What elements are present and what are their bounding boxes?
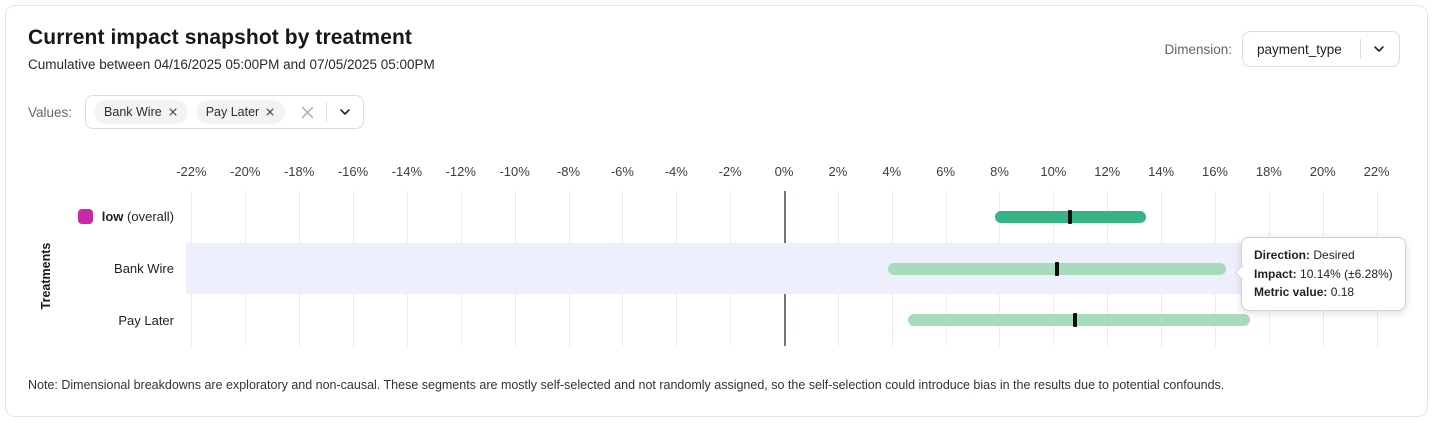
x-axis-tick-label: 16%	[1201, 164, 1228, 179]
x-axis-tick-label: -20%	[230, 164, 261, 179]
treatment-row-label: low (overall)	[6, 191, 174, 243]
x-axis-tick-label: 10%	[1040, 164, 1067, 179]
x-axis-tick-label: 20%	[1309, 164, 1336, 179]
x-axis-tick-label: 8%	[990, 164, 1009, 179]
x-axis-tick-label: -22%	[176, 164, 207, 179]
chip-remove-icon[interactable]	[168, 107, 178, 117]
x-axis-tick-label: 12%	[1094, 164, 1121, 179]
treatment-row	[186, 242, 1382, 295]
x-axis-tick-label: 22%	[1363, 164, 1390, 179]
value-chip-label: Pay Later	[205, 105, 260, 119]
values-control: Values: Bank Wire Pay Later	[28, 95, 365, 129]
x-axis-tick-label: 6%	[936, 164, 956, 179]
value-chip[interactable]: Bank Wire	[94, 100, 188, 124]
tooltip-impact: Impact: 10.14% (±6.28%)	[1254, 266, 1393, 281]
impact-point-marker	[1067, 209, 1072, 224]
confidence-interval-bar[interactable]	[907, 314, 1250, 327]
treatment-row	[186, 294, 1382, 346]
tooltip-direction: Direction: Desired	[1254, 248, 1355, 262]
dimension-label: Dimension:	[1164, 41, 1232, 57]
x-axis-tick-label: 18%	[1255, 164, 1282, 179]
legend-swatch	[77, 209, 93, 225]
impact-point-marker	[1055, 261, 1060, 276]
chevron-down-icon[interactable]	[1371, 41, 1387, 57]
disclaimer-note: Note: Dimensional breakdowns are explora…	[28, 378, 1225, 392]
treatment-row-labels: low (overall) Bank Wire Pay Later	[6, 191, 174, 346]
treatment-row	[186, 191, 1382, 243]
x-axis-tick-label: -18%	[283, 164, 315, 179]
treatment-name: low (overall)	[101, 209, 174, 225]
x-axis-tick-label: -2%	[718, 164, 742, 179]
x-axis-tick-label: -12%	[445, 164, 476, 179]
value-chip[interactable]: Pay Later	[195, 100, 286, 124]
treatment-row-label: Bank Wire	[6, 243, 174, 295]
values-label: Values:	[28, 104, 73, 120]
x-axis-tick-label: -6%	[610, 164, 634, 179]
date-range-subtitle: Cumulative between 04/16/2025 05:00PM an…	[28, 57, 435, 72]
divider	[326, 102, 328, 122]
chevron-down-icon[interactable]	[337, 104, 353, 120]
x-axis: -22% -20% -18% -16% -14% -12% -10% -8% -6% -4% -2%…	[176, 159, 1389, 185]
clear-all-icon[interactable]	[299, 104, 316, 121]
divider	[1360, 39, 1361, 59]
dimension-control: Dimension: payment_type	[1164, 31, 1400, 67]
x-axis-tick-label: -14%	[391, 164, 423, 179]
bar-tooltip: Direction: Desired Impact: 10.14% (±6.28…	[1241, 237, 1406, 311]
selected-value-chips: Bank Wire Pay Later	[94, 100, 286, 124]
x-axis-tick-label: 2%	[828, 164, 848, 179]
chip-remove-icon[interactable]	[265, 107, 275, 117]
x-axis-tick-label: -8%	[556, 164, 581, 179]
x-axis-tick-label: -10%	[499, 164, 530, 179]
x-axis-tick-label: -4%	[664, 164, 688, 179]
value-chip-label: Bank Wire	[104, 105, 162, 119]
page-title: Current impact snapshot by treatment	[28, 26, 412, 49]
impact-snapshot-card: Current impact snapshot by treatment Cum…	[5, 5, 1428, 417]
tooltip-metric-value: Metric value: 0.18	[1254, 285, 1355, 300]
impact-range-chart: Treatments -22% -20% -18% -16% -14% -12% -10% -…	[6, 159, 1427, 355]
treatment-name: Pay Later	[118, 312, 174, 328]
x-axis-tick-label: 4%	[882, 164, 902, 179]
treatment-row-label: Pay Later	[6, 294, 174, 346]
dimension-select[interactable]: payment_type	[1242, 31, 1400, 67]
dimension-selected-value: payment_type	[1257, 41, 1342, 57]
values-multiselect[interactable]: Bank Wire Pay Later	[85, 95, 365, 129]
x-axis-tick-label: -16%	[337, 164, 369, 179]
x-axis-tick-label: 14%	[1148, 164, 1175, 179]
x-axis-tick-label: 0%	[774, 164, 794, 179]
treatment-name: Bank Wire	[114, 261, 174, 276]
impact-point-marker	[1072, 313, 1077, 328]
plot-area	[186, 191, 1382, 346]
chart-rows	[186, 191, 1382, 346]
